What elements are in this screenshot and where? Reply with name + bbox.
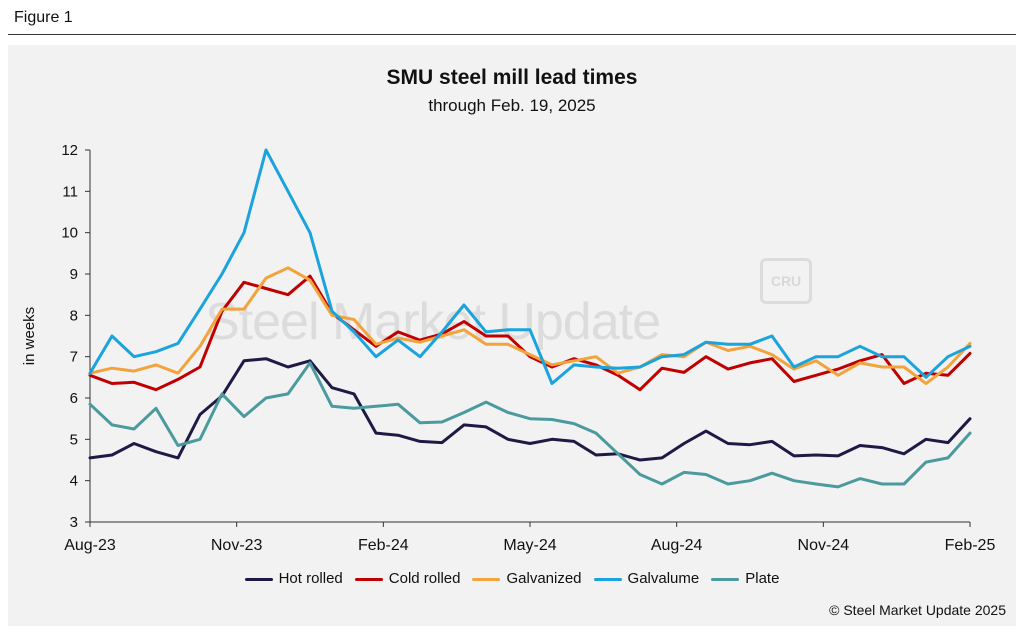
y-tick-label: 6 [70, 390, 78, 407]
y-tick-label: 5 [70, 431, 78, 448]
legend-item-galvanized: Galvanized [472, 570, 582, 587]
y-tick-label: 12 [61, 142, 78, 159]
x-tick-label: Aug-24 [651, 537, 703, 554]
x-tick-label: Nov-24 [798, 537, 850, 554]
y-tick-label: 7 [70, 349, 78, 366]
series-line-plate [88, 361, 972, 489]
y-tick-label: 11 [62, 183, 78, 200]
legend-swatch [354, 577, 383, 581]
legend-swatch [244, 577, 273, 581]
legend-item-hot-rolled: Hot rolled [244, 570, 343, 587]
series-line-galvalume [88, 148, 972, 385]
legend-item-galvalume: Galvalume [593, 570, 700, 587]
chart-panel [8, 45, 1016, 626]
x-tick-label: Nov-23 [211, 537, 263, 554]
legend-item-plate: Plate [711, 570, 779, 587]
x-tick-label: Aug-23 [64, 537, 116, 554]
x-tick-label: Feb-25 [945, 537, 996, 554]
watermark-logo: CRU [760, 258, 812, 304]
legend-label: Plate [745, 570, 780, 587]
y-tick-label: 3 [70, 514, 78, 531]
legend-label: Galvanized [506, 570, 582, 587]
legend-label: Galvalume [627, 570, 700, 587]
x-tick-label: Feb-24 [358, 537, 409, 554]
legend-swatch [593, 577, 622, 581]
y-tick-label: 4 [70, 473, 78, 490]
x-tick-label: May-24 [503, 537, 556, 554]
series-line-galvanized [88, 266, 972, 385]
credit-text: © Steel Market Update 2025 [829, 602, 1006, 618]
figure-label: Figure 1 [14, 9, 73, 26]
legend-label: Hot rolled [278, 570, 343, 587]
top-rule [8, 34, 1016, 35]
chart-subtitle: through Feb. 19, 2025 [428, 96, 596, 115]
y-tick-label: 10 [61, 225, 78, 242]
y-tick-label: 9 [70, 266, 78, 283]
legend: Hot rolled Cold rolled Galvanized Galvalume… [0, 570, 1024, 587]
series-line-hot-rolled [88, 357, 972, 462]
legend-item-cold-rolled: Cold rolled [354, 570, 461, 587]
legend-swatch [472, 577, 501, 581]
legend-swatch [711, 577, 740, 581]
chart-title: SMU steel mill lead times [386, 66, 638, 89]
series-line-cold-rolled [88, 274, 972, 392]
legend-label: Cold rolled [388, 570, 461, 587]
y-tick-label: 8 [70, 307, 78, 324]
y-axis-title: in weeks [21, 307, 38, 365]
